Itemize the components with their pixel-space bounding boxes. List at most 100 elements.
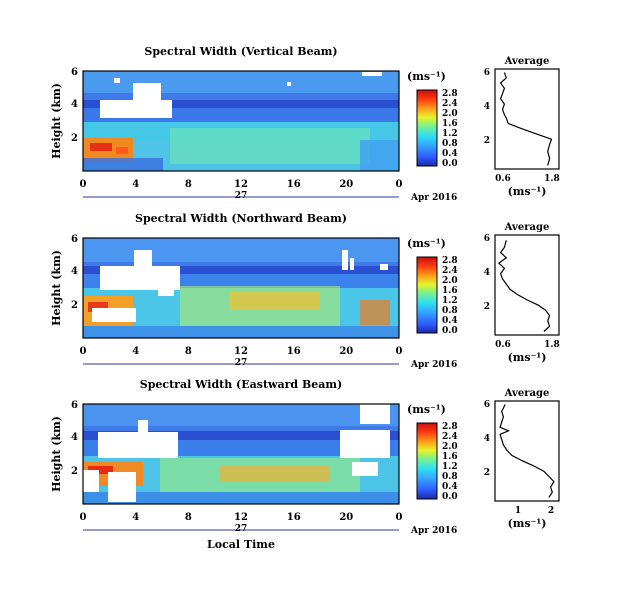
month-label: Apr 2016 — [410, 360, 457, 370]
x-tick-label: 12 — [234, 179, 248, 190]
colorbar-unit: (ms⁻¹) — [407, 70, 446, 83]
plot-frame — [82, 403, 400, 505]
average-title: Average — [504, 56, 550, 67]
x-tick-label: 20 — [339, 179, 353, 190]
average-frame — [494, 68, 560, 170]
y-tick-label: 6 — [71, 67, 78, 78]
no-data-gaps — [100, 72, 382, 118]
colorbar-unit: (ms⁻¹) — [407, 237, 446, 250]
x-tick-label: 16 — [287, 179, 301, 190]
no-data-gaps — [83, 404, 390, 502]
colorbar-tick: 2.8 — [442, 256, 458, 266]
colorbar-tick: 2.4 — [442, 266, 458, 276]
average-profile-line — [497, 240, 551, 332]
month-label: Apr 2016 — [410, 526, 457, 536]
average-x-tick: 0.6 — [495, 340, 511, 350]
x-tick-label: 12 — [234, 512, 248, 523]
average-x-label: (ms⁻¹) — [508, 517, 547, 530]
colorbar-tick: 2.0 — [442, 109, 458, 119]
x-tick-label: 0 — [396, 512, 403, 523]
x-tick-label: 8 — [185, 179, 192, 190]
average-y-tick: 6 — [484, 68, 490, 78]
average-x-tick: 2 — [548, 506, 554, 516]
average-y-tick: 6 — [484, 234, 490, 244]
colorbar-tick: 2.4 — [442, 99, 458, 109]
day-label: 27 — [235, 524, 248, 534]
x-tick-label: 4 — [132, 346, 139, 357]
x-tick-label: 16 — [287, 512, 301, 523]
average-y-tick: 6 — [484, 400, 490, 410]
heatmap-bands — [83, 71, 399, 171]
x-tick-label: 0 — [80, 512, 87, 523]
average-y-tick: 4 — [484, 434, 490, 444]
average-y-tick: 4 — [484, 102, 490, 112]
colorbar — [416, 89, 438, 167]
y-tick-label: 2 — [71, 466, 78, 477]
x-tick-label: 0 — [80, 179, 87, 190]
y-axis-label: Height (km) — [50, 250, 63, 326]
no-data-gaps — [92, 250, 388, 322]
x-axis-label: Local Time — [207, 538, 275, 551]
month-label: Apr 2016 — [410, 193, 457, 203]
average-frame — [494, 234, 560, 336]
average-x-label: (ms⁻¹) — [508, 185, 547, 198]
colorbar-tick: 0.8 — [442, 306, 458, 316]
colorbar-tick: 0.4 — [442, 482, 458, 492]
colorbar-tick: 2.0 — [442, 442, 458, 452]
colorbar-tick: 0.0 — [442, 326, 458, 336]
plot-frame — [82, 237, 400, 339]
average-profile-line — [499, 404, 555, 498]
colorbar — [416, 422, 438, 500]
x-tick-label: 0 — [80, 346, 87, 357]
plot-frame — [82, 70, 400, 172]
colorbar-ticks: 0.0 0.4 0.8 1.2 1.6 2.0 2.4 2.8 — [442, 89, 458, 169]
x-tick-label: 0 — [396, 346, 403, 357]
panel-vertical: Spectral Width (Vertical Beam) 2 4 — [50, 45, 560, 203]
colorbar-tick: 1.6 — [442, 286, 458, 296]
average-y-tick: 4 — [484, 268, 490, 278]
average-profile-line — [499, 72, 553, 166]
panel-title: Spectral Width (Northward Beam) — [135, 212, 347, 225]
day-label: 27 — [235, 191, 248, 201]
average-y-tick: 2 — [484, 468, 490, 478]
colorbar-unit: (ms⁻¹) — [407, 403, 446, 416]
colorbar-tick: 0.4 — [442, 316, 458, 326]
panel-eastward: Spectral Width (Eastward Beam) 2 4 6 Hei… — [50, 378, 560, 551]
colorbar-tick: 1.2 — [442, 462, 458, 472]
y-tick-label: 2 — [71, 133, 78, 144]
y-tick-label: 6 — [71, 400, 78, 411]
average-frame — [494, 400, 560, 502]
y-tick-label: 4 — [71, 432, 78, 443]
x-tick-label: 4 — [132, 512, 139, 523]
panel-title: Spectral Width (Vertical Beam) — [144, 45, 337, 58]
colorbar-tick: 2.0 — [442, 276, 458, 286]
colorbar-tick: 2.8 — [442, 422, 458, 432]
average-y-tick: 2 — [484, 136, 490, 146]
colorbar-tick: 1.2 — [442, 296, 458, 306]
x-tick-label: 8 — [185, 512, 192, 523]
y-tick-label: 6 — [71, 234, 78, 245]
x-tick-label: 4 — [132, 179, 139, 190]
y-axis-ticks: 2 4 6 — [71, 67, 78, 144]
colorbar-tick: 1.6 — [442, 119, 458, 129]
colorbar-tick: 0.8 — [442, 139, 458, 149]
x-axis-ticks: 0 4 8 12 16 20 0 — [80, 179, 403, 190]
y-tick-label: 4 — [71, 99, 78, 110]
colorbar-tick: 0.0 — [442, 159, 458, 169]
panel-title: Spectral Width (Eastward Beam) — [140, 378, 342, 391]
x-tick-label: 0 — [396, 179, 403, 190]
average-x-tick: 1.8 — [544, 340, 560, 350]
day-label: 27 — [235, 358, 248, 368]
colorbar-tick: 1.2 — [442, 129, 458, 139]
x-tick-label: 20 — [339, 512, 353, 523]
average-x-tick: 0.6 — [495, 174, 511, 184]
average-title: Average — [504, 222, 550, 233]
panel-northward: Spectral Width (Northward Beam) 2 4 6 — [50, 212, 560, 370]
average-x-tick: 1.8 — [544, 174, 560, 184]
x-tick-label: 16 — [287, 346, 301, 357]
y-tick-label: 2 — [71, 300, 78, 311]
y-axis-label: Height (km) — [50, 416, 63, 492]
y-tick-label: 4 — [71, 266, 78, 277]
colorbar — [416, 256, 438, 334]
